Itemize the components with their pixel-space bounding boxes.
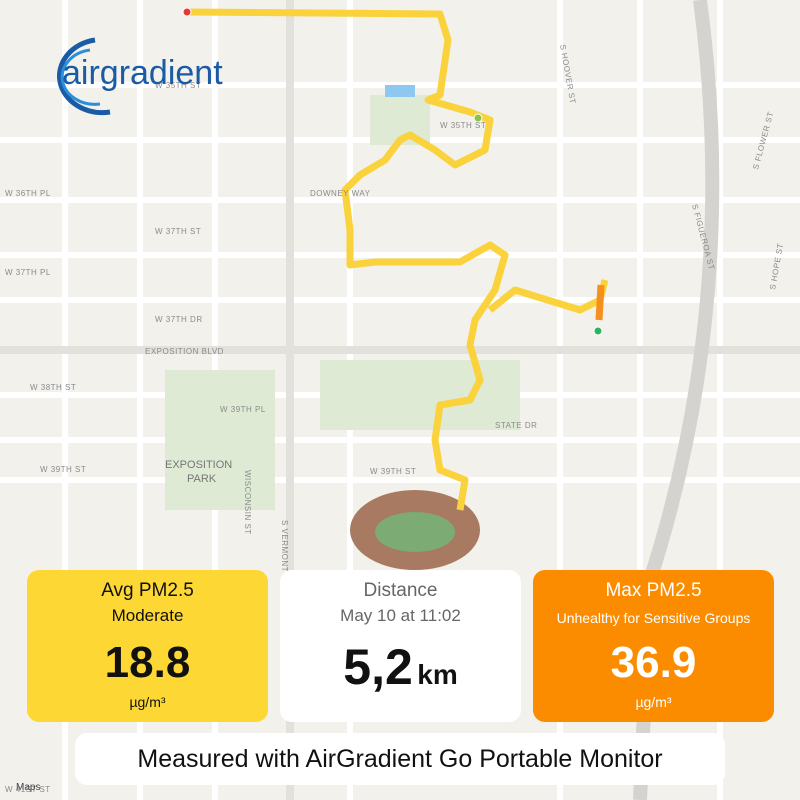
footer: Measured with AirGradient Go Portable Mo… — [75, 733, 725, 785]
street-label: EXPOSITION BLVD — [145, 347, 224, 356]
map-labels: W 35TH ST W 35TH ST W 36TH PL W 37TH ST … — [5, 44, 785, 794]
street-label: W 38TH ST — [30, 383, 76, 392]
street-label: W 39TH ST — [370, 467, 416, 476]
street-label: W 37TH PL — [5, 268, 51, 277]
card-unit: km — [417, 659, 458, 690]
card-value: 5,2 — [343, 639, 413, 695]
card-date: May 10 at 11:02 — [340, 606, 461, 625]
card-value: 36.9 — [610, 638, 697, 687]
street-label: S VERMONT — [280, 520, 289, 572]
street-label: STATE DR — [495, 421, 537, 430]
card-title: Distance — [363, 580, 438, 601]
park-label: EXPOSITION — [165, 459, 232, 471]
street-label: W 41ST ST — [5, 785, 51, 794]
street-label: S HOPE ST — [768, 242, 785, 290]
street-label: WISCONSIN ST — [243, 470, 252, 535]
logo: airgradient — [56, 37, 223, 116]
card-unit: µg/m³ — [129, 694, 166, 710]
street-label: W 37TH ST — [155, 227, 201, 236]
card-value: 18.8 — [104, 638, 191, 687]
distance-card: Distance May 10 at 11:02 5,2 km — [280, 570, 521, 722]
card-unit: µg/m³ — [635, 694, 672, 710]
card-category: Unhealthy for Sensitive Groups — [556, 610, 751, 626]
street-label: W 35TH ST — [155, 81, 201, 90]
street-label: W 39TH ST — [40, 465, 86, 474]
park-label: PARK — [187, 473, 217, 485]
max-card: Max PM2.5 Unhealthy for Sensitive Groups… — [533, 570, 774, 722]
attribution: Maps — [16, 782, 40, 793]
logo-text: airgradient — [62, 54, 223, 92]
street-label: W 37TH DR — [155, 315, 203, 324]
card-title: Avg PM2.5 — [101, 580, 194, 601]
card-title: Max PM2.5 — [605, 580, 702, 601]
street-label: W 36TH PL — [5, 189, 51, 198]
avg-card: Avg PM2.5 Moderate 18.8 µg/m³ — [27, 570, 268, 722]
street-label: DOWNEY WAY — [310, 189, 371, 198]
card-category: Moderate — [111, 606, 184, 625]
street-label: W 39TH PL — [220, 405, 266, 414]
street-label: W 35TH ST — [440, 121, 486, 130]
